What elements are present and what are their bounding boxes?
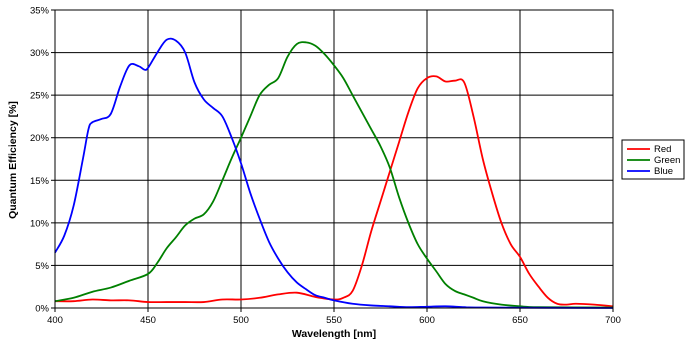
x-tick-label: 650 <box>512 315 528 326</box>
x-axis-ticks: 400 450 500 550 600 650 700 <box>47 308 621 326</box>
y-tick-label: 25% <box>30 91 50 102</box>
legend-label-blue: Blue <box>654 166 673 177</box>
y-tick-label: 35% <box>30 6 50 17</box>
y-tick-label: 0% <box>35 304 49 315</box>
x-tick-label: 400 <box>47 315 63 326</box>
y-tick-label: 5% <box>35 261 49 272</box>
x-axis-title: Wavelength [nm] <box>292 328 376 340</box>
y-tick-label: 10% <box>30 218 50 229</box>
series-line-green <box>54 41 614 309</box>
legend-label-red: Red <box>654 144 671 155</box>
grid-lines <box>55 10 613 308</box>
y-tick-label: 30% <box>30 48 50 59</box>
y-axis-title: Quantum Efficiency [%] <box>7 101 19 219</box>
series-line-red <box>54 75 614 308</box>
x-tick-label: 450 <box>140 315 156 326</box>
x-tick-label: 600 <box>419 315 435 326</box>
legend-label-green: Green <box>654 155 680 166</box>
x-tick-label: 550 <box>326 315 342 326</box>
y-axis-ticks: 0% 5% 10% 15% 20% 25% 30% 35% <box>30 6 55 315</box>
series-lines <box>54 37 614 309</box>
x-tick-label: 500 <box>233 315 249 326</box>
y-tick-label: 15% <box>30 176 50 187</box>
x-tick-label: 700 <box>605 315 621 326</box>
y-tick-label: 20% <box>30 133 50 144</box>
series-line-blue <box>54 37 614 309</box>
